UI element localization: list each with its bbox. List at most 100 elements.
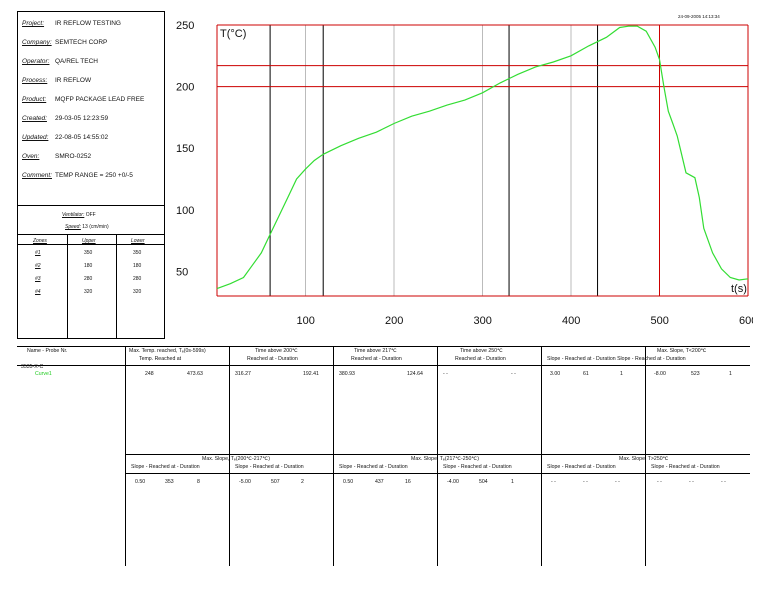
series-line [216, 25, 749, 290]
result-value: 61 [583, 371, 589, 377]
upper-header: Upper [82, 238, 96, 244]
zone-lower: 320 [133, 289, 142, 295]
column-header: Max. Slope, Tₑ(217℃-250℃) [411, 456, 479, 462]
info-value: 22-08-05 14:55:02 [55, 134, 109, 141]
zone-lower: 280 [133, 276, 142, 282]
zone-name: #4 [35, 289, 41, 295]
zones-header: Zones [33, 238, 47, 244]
x-tick-label: 100 [297, 315, 315, 327]
info-value: TEMP RANGE = 250 +0/-5 [55, 172, 133, 179]
result-value: 1 [620, 371, 623, 377]
y-tick-label: 250 [176, 20, 194, 32]
column-subheader: Slope - Reached at - Duration [651, 464, 720, 470]
table-column-rule [229, 346, 230, 566]
info-value: MQFP PACKAGE LEAD FREE [55, 96, 145, 103]
results-table: Name - Probe Nr. Max. Temp. reached, Tₑ(0… [17, 346, 750, 566]
y-tick-label: 100 [176, 205, 194, 217]
result-value: 2 [301, 479, 304, 485]
result-value: 8 [197, 479, 200, 485]
column-header: Time above 250℃ [460, 348, 503, 354]
result-value: - - [721, 479, 726, 485]
table-column-rule [125, 346, 126, 566]
speed-value: 13 (cm/min) [82, 224, 109, 230]
ventilator-value: OFF [85, 212, 96, 218]
info-row: Created: 29-03-05 12:23:59 [22, 115, 108, 122]
column-subheader: Reached at - Duration [351, 356, 402, 362]
zone-name: #1 [35, 250, 41, 256]
y-tick-label: 50 [176, 266, 188, 278]
info-value: 29-03-05 12:23:59 [55, 115, 109, 122]
info-value: IR REFLOW TESTING [55, 20, 121, 27]
x-axis-label: t(s) [731, 283, 747, 295]
probe-name: 3535-X-C [21, 364, 44, 370]
result-value: 3.00 [550, 371, 561, 377]
info-row: Process: IR REFLOW [22, 77, 91, 84]
result-value: 523 [691, 371, 700, 377]
info-row: Oven: SMRO-0252 [22, 153, 91, 160]
info-key: Updated: [22, 134, 49, 141]
column-subheader: Reached at - Duration [455, 356, 506, 362]
table-header-rule [17, 365, 750, 366]
table-column-rule [437, 346, 438, 566]
result-value: - - [689, 479, 694, 485]
zone-name: #2 [35, 263, 41, 269]
column-subheader: Slope - Reached at - Duration [547, 464, 616, 470]
result-value: -4.00 [447, 479, 459, 485]
x-tick-label: 600 [739, 315, 753, 327]
result-value: 1 [729, 371, 732, 377]
result-value: 316.27 [235, 371, 251, 377]
info-value: SEMTECH CORP [55, 39, 108, 46]
info-row: Product: MQFP PACKAGE LEAD FREE [22, 96, 144, 103]
info-key: Process: [22, 77, 48, 84]
zone-upper: 280 [84, 276, 93, 282]
result-value: 1 [511, 479, 514, 485]
result-value: 507 [271, 479, 280, 485]
info-key: Company: [22, 39, 52, 46]
zone-upper: 350 [84, 250, 93, 256]
info-key: Project: [22, 20, 45, 27]
table-column-rule [541, 346, 542, 566]
column-header: Time above 200℃ [255, 348, 298, 354]
column-subheader: Temp. Reached at [139, 356, 182, 362]
result-value: 16 [405, 479, 411, 485]
y-tick-label: 150 [176, 143, 194, 155]
info-row: Comment: TEMP RANGE = 250 +0/-5 [22, 172, 133, 179]
column-subheader: Slope - Reached at - Duration [339, 464, 408, 470]
column-subheader: Slope - Reached at - Duration [235, 464, 304, 470]
timestamp: 24-09-2005 14:13:34 [678, 14, 720, 19]
result-value: - - [511, 371, 516, 377]
temperature-chart: 50 100 150 200 250 100 200 300 400 500 600 T(°C) t(s… [176, 20, 753, 327]
result-value: 437 [375, 479, 384, 485]
info-key: Oven: [22, 153, 40, 160]
column-header: Max. Slope, Tₑ(200℃-217℃) [202, 456, 270, 462]
column-header: Time above 217℃ [354, 348, 397, 354]
column-subheader: Slope - Reached at - Duration Slope - Re… [547, 356, 686, 362]
result-value: 0.50 [343, 479, 354, 485]
result-value: - - [657, 479, 662, 485]
x-tick-label: 200 [385, 315, 403, 327]
info-key: Comment: [22, 172, 52, 179]
result-value: 248 [145, 371, 154, 377]
zone-upper: 180 [84, 263, 93, 269]
y-axis-label: T(°C) [220, 28, 246, 40]
table-column-rule [645, 346, 646, 566]
column-subheader: Slope - Reached at - Duration [131, 464, 200, 470]
column-header: Name - Probe Nr. [27, 348, 68, 354]
zone-lower: 350 [133, 250, 142, 256]
x-tick-label: 500 [651, 315, 669, 327]
result-value: 380.93 [339, 371, 355, 377]
result-value: 473.63 [187, 371, 203, 377]
info-value: IR REFLOW [55, 77, 92, 84]
result-value: 124.64 [407, 371, 423, 377]
result-value: - - [583, 479, 588, 485]
info-value: QA/REL TECH [55, 58, 98, 65]
result-value: 504 [479, 479, 488, 485]
column-subheader: Slope - Reached at - Duration [443, 464, 512, 470]
info-row: Updated: 22-08-05 14:55:02 [22, 134, 108, 141]
speed-label: Speed: [65, 224, 81, 230]
lower-header: Lower [131, 238, 145, 244]
info-panel: Project: IR REFLOW TESTING Company: SEMTECH… [17, 11, 165, 339]
result-value: - - [443, 371, 448, 377]
y-tick-label: 200 [176, 82, 194, 94]
column-header: Max. Slope, T>250℃ [619, 456, 669, 462]
